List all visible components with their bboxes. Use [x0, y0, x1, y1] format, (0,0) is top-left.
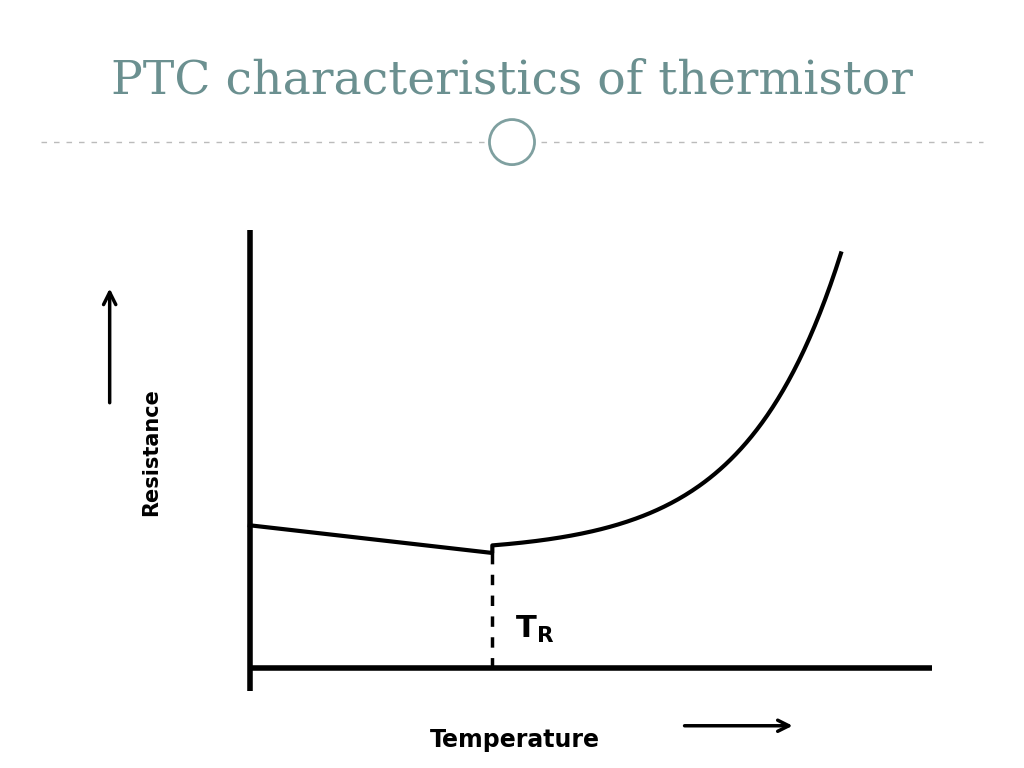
Text: Temperature: Temperature: [430, 728, 600, 752]
Text: $\mathbf{T_R}$: $\mathbf{T_R}$: [515, 614, 554, 645]
Text: PTC characteristics of thermistor: PTC characteristics of thermistor: [111, 58, 913, 103]
Text: Resistance: Resistance: [141, 388, 162, 515]
